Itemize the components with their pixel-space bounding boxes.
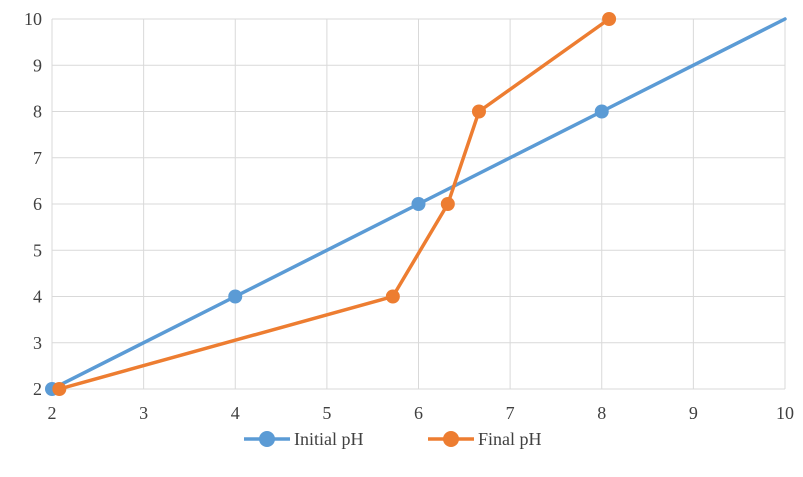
data-point-initial-ph bbox=[594, 104, 609, 119]
y-tick-label: 7 bbox=[33, 148, 42, 168]
legend-item-initial-ph: Initial pH bbox=[244, 429, 364, 449]
legend-item-final-ph: Final pH bbox=[428, 429, 542, 449]
x-tick-label: 2 bbox=[48, 403, 57, 423]
x-tick-label: 4 bbox=[231, 403, 240, 423]
x-tick-label: 7 bbox=[506, 403, 515, 423]
data-point-initial-ph bbox=[411, 197, 426, 211]
data-point-final-ph bbox=[385, 289, 400, 304]
y-tick-label: 10 bbox=[24, 9, 42, 29]
y-tick-label: 3 bbox=[33, 333, 42, 353]
y-tick-label: 4 bbox=[33, 287, 42, 307]
legend: Initial pH Final pH bbox=[244, 429, 542, 449]
data-point-final-ph bbox=[471, 104, 486, 119]
y-tick-label: 6 bbox=[33, 194, 42, 214]
legend-swatch-marker bbox=[259, 431, 275, 447]
legend-swatch-marker bbox=[443, 431, 459, 447]
x-tick-label: 6 bbox=[414, 403, 423, 423]
data-point-initial-ph bbox=[228, 289, 243, 304]
y-tick-label: 2 bbox=[33, 379, 42, 399]
x-tick-label: 3 bbox=[139, 403, 148, 423]
x-tick-label: 9 bbox=[689, 403, 698, 423]
legend-label: Initial pH bbox=[294, 429, 364, 449]
y-tick-label: 8 bbox=[33, 102, 42, 122]
data-point-final-ph bbox=[602, 12, 617, 26]
data-point-final-ph bbox=[440, 197, 455, 211]
x-axis-tick-labels: 2 3 4 5 6 7 8 9 10 bbox=[48, 403, 795, 423]
data-point-final-ph bbox=[52, 382, 67, 396]
legend-label: Final pH bbox=[478, 429, 542, 449]
y-tick-label: 5 bbox=[33, 240, 42, 260]
x-tick-label: 8 bbox=[597, 403, 606, 423]
series-group bbox=[45, 12, 787, 396]
y-tick-label: 9 bbox=[33, 55, 42, 75]
x-tick-label: 5 bbox=[322, 403, 331, 423]
x-tick-label: 10 bbox=[776, 403, 794, 423]
y-axis-tick-labels: 2 3 4 5 6 7 8 9 10 bbox=[24, 9, 42, 399]
